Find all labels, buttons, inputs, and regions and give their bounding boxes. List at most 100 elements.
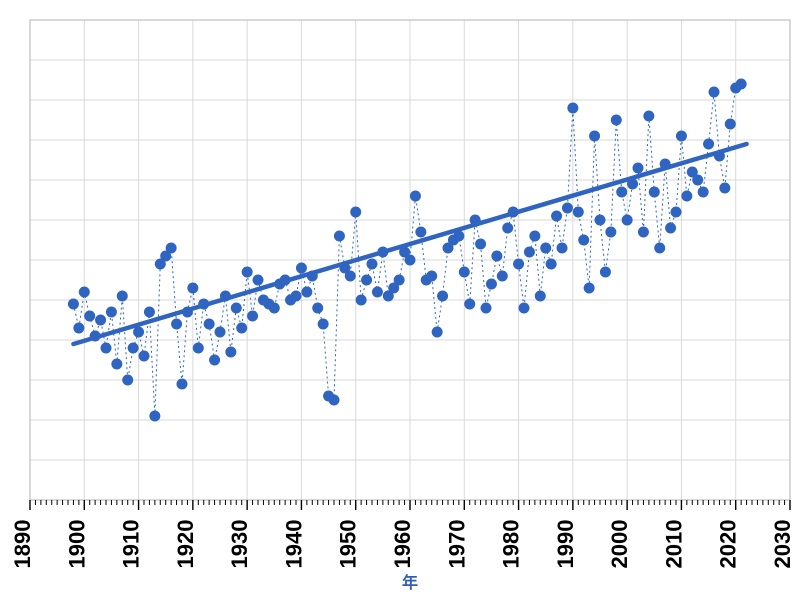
data-point xyxy=(225,347,236,358)
data-point xyxy=(122,375,133,386)
data-point xyxy=(578,235,589,246)
data-point xyxy=(198,299,209,310)
data-point xyxy=(486,279,497,290)
data-point xyxy=(736,79,747,90)
xtick-label: 1980 xyxy=(499,520,524,569)
data-point xyxy=(204,319,215,330)
data-point xyxy=(437,291,448,302)
data-point xyxy=(84,311,95,322)
data-point xyxy=(654,243,665,254)
xtick-label: 1940 xyxy=(281,520,306,569)
data-point xyxy=(546,259,557,270)
data-point xyxy=(459,267,470,278)
xtick-label: 2020 xyxy=(716,520,741,569)
data-point xyxy=(681,191,692,202)
data-point xyxy=(709,87,720,98)
data-point xyxy=(589,131,600,142)
data-point xyxy=(345,271,356,282)
data-point xyxy=(665,223,676,234)
data-point xyxy=(611,115,622,126)
data-point xyxy=(144,307,155,318)
data-point xyxy=(318,319,329,330)
data-point xyxy=(703,139,714,150)
data-point xyxy=(584,283,595,294)
data-point xyxy=(90,331,101,342)
data-point xyxy=(595,215,606,226)
data-point xyxy=(415,227,426,238)
data-point xyxy=(231,303,242,314)
data-point xyxy=(377,247,388,258)
data-point xyxy=(367,259,378,270)
data-point xyxy=(714,151,725,162)
data-point xyxy=(676,131,687,142)
data-point xyxy=(622,215,633,226)
data-point xyxy=(643,111,654,122)
data-point xyxy=(513,259,524,270)
data-point xyxy=(638,227,649,238)
data-point xyxy=(139,351,150,362)
data-point xyxy=(600,267,611,278)
data-point xyxy=(535,291,546,302)
data-point xyxy=(524,247,535,258)
xtick-label: 1910 xyxy=(119,520,144,569)
data-point xyxy=(133,327,144,338)
data-point xyxy=(280,275,291,286)
data-point xyxy=(426,271,437,282)
data-point xyxy=(253,275,264,286)
data-point xyxy=(209,355,220,366)
data-point xyxy=(79,287,90,298)
data-point xyxy=(719,183,730,194)
xtick-label: 1890 xyxy=(10,520,35,569)
data-point xyxy=(605,227,616,238)
data-point xyxy=(481,303,492,314)
data-point xyxy=(410,191,421,202)
data-point xyxy=(633,163,644,174)
xtick-label: 1900 xyxy=(64,520,89,569)
data-point xyxy=(106,307,117,318)
data-point xyxy=(68,299,79,310)
data-point xyxy=(95,315,106,326)
data-point xyxy=(117,291,128,302)
data-point xyxy=(111,359,122,370)
data-point xyxy=(491,251,502,262)
data-point xyxy=(307,271,318,282)
data-point xyxy=(171,319,182,330)
xtick-label: 1930 xyxy=(227,520,252,569)
data-point xyxy=(269,303,280,314)
data-point xyxy=(432,327,443,338)
data-point xyxy=(692,175,703,186)
xtick-label: 1950 xyxy=(336,520,361,569)
data-point xyxy=(128,343,139,354)
data-point xyxy=(291,291,302,302)
data-point xyxy=(464,299,475,310)
data-point xyxy=(149,411,160,422)
data-point xyxy=(356,295,367,306)
data-point xyxy=(220,291,231,302)
xtick-label: 2000 xyxy=(607,520,632,569)
chart-container: 1890190019101920193019401950196019701980… xyxy=(0,0,800,600)
data-point xyxy=(551,211,562,222)
data-point xyxy=(502,223,513,234)
data-point xyxy=(453,231,464,242)
data-point xyxy=(508,207,519,218)
xtick-label: 1990 xyxy=(553,520,578,569)
data-point xyxy=(725,119,736,130)
data-point xyxy=(557,243,568,254)
xtick-label: 1920 xyxy=(173,520,198,569)
data-point xyxy=(567,103,578,114)
data-point xyxy=(329,395,340,406)
data-point xyxy=(497,271,508,282)
data-point xyxy=(350,207,361,218)
data-point xyxy=(372,287,383,298)
data-point xyxy=(405,255,416,266)
data-point xyxy=(187,283,198,294)
timeseries-chart: 1890190019101920193019401950196019701980… xyxy=(0,0,800,600)
data-point xyxy=(573,207,584,218)
data-point xyxy=(177,379,188,390)
data-point xyxy=(334,231,345,242)
data-point xyxy=(660,159,671,170)
xtick-label: 1970 xyxy=(444,520,469,569)
data-point xyxy=(312,303,323,314)
data-point xyxy=(475,239,486,250)
data-point xyxy=(101,343,112,354)
